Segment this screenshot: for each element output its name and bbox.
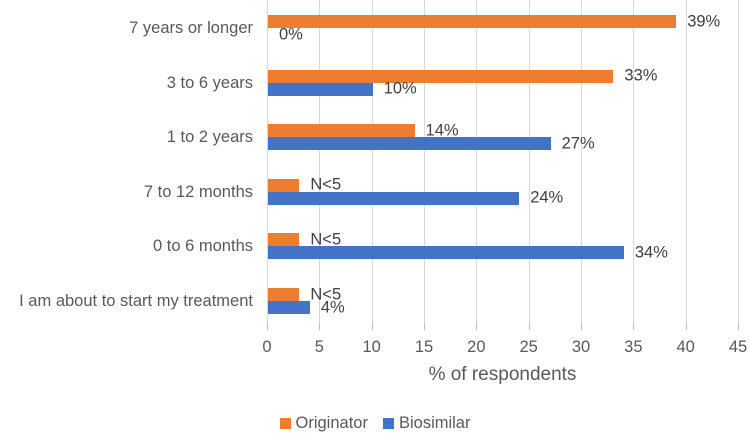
x-tick-label: 0 xyxy=(262,338,272,356)
x-axis-tick xyxy=(738,322,739,330)
legend-item-biosimilar: Biosimilar xyxy=(382,414,471,432)
x-tick-label: 40 xyxy=(676,338,695,356)
gridline xyxy=(581,0,582,322)
category-label: 3 to 6 years xyxy=(166,73,253,92)
bar-biosimilar xyxy=(268,191,520,205)
value-label-originator: 33% xyxy=(624,66,658,85)
legend: Originator Biosimilar xyxy=(0,415,750,432)
category-label: 1 to 2 years xyxy=(166,128,253,147)
value-label-originator: N<5 xyxy=(310,230,342,249)
category-label: 0 to 6 months xyxy=(153,237,253,256)
x-axis-tick xyxy=(528,322,530,330)
category-label: I am about to start my treatment xyxy=(19,292,253,310)
gridline xyxy=(371,0,373,322)
gridline xyxy=(267,0,268,322)
value-label-biosimilar: 27% xyxy=(561,134,595,153)
x-axis-tick xyxy=(633,322,635,330)
category-label: 7 to 12 months xyxy=(143,182,253,201)
bar-biosimilar xyxy=(268,301,310,314)
gridline xyxy=(738,0,739,322)
x-tick-label: 35 xyxy=(624,338,643,356)
x-tick-label: 45 xyxy=(728,338,748,356)
gridline xyxy=(424,0,425,322)
gridline xyxy=(319,0,321,322)
bar-originator xyxy=(268,288,300,301)
value-label-originator: 14% xyxy=(425,121,459,140)
x-axis-tick xyxy=(581,322,582,330)
x-axis-tick xyxy=(685,322,687,330)
category-label: 7 years or longer xyxy=(129,19,253,37)
gridline xyxy=(476,0,478,322)
value-label-originator: N<5 xyxy=(310,285,342,303)
value-label-biosimilar: 0% xyxy=(279,25,303,43)
x-tick-label: 30 xyxy=(571,338,591,356)
x-axis-tick xyxy=(424,322,425,330)
legend-swatch-icon xyxy=(382,418,394,429)
x-tick-label: 15 xyxy=(414,338,434,356)
x-axis-tick xyxy=(476,322,478,330)
x-axis-tick xyxy=(267,322,268,330)
legend-label: Biosimilar xyxy=(398,414,471,432)
bar-originator xyxy=(268,178,300,192)
x-axis-tick xyxy=(319,322,321,330)
x-tick-label: 5 xyxy=(314,338,324,356)
bar-originator xyxy=(268,233,300,247)
bar-biosimilar xyxy=(268,246,624,260)
bar-originator xyxy=(268,69,614,83)
value-label-originator: N<5 xyxy=(310,175,342,194)
bar-biosimilar xyxy=(268,137,551,151)
legend-item-originator: Originator xyxy=(279,414,368,432)
x-tick-label: 10 xyxy=(362,338,381,356)
bar-biosimilar xyxy=(268,82,373,96)
value-label-biosimilar: 4% xyxy=(320,298,345,316)
x-tick-label: 25 xyxy=(519,338,538,356)
gridline xyxy=(528,0,530,322)
x-axis-title: % of respondents xyxy=(428,364,577,385)
gridline xyxy=(633,0,635,322)
gridline xyxy=(685,0,687,322)
bar-originator xyxy=(268,15,677,28)
value-label-biosimilar: 10% xyxy=(383,79,417,98)
legend-swatch-icon xyxy=(279,418,291,429)
x-axis-tick xyxy=(371,322,373,330)
legend-label: Originator xyxy=(295,414,368,432)
bar-originator xyxy=(268,124,415,138)
x-tick-label: 20 xyxy=(467,338,486,356)
value-label-biosimilar: 34% xyxy=(634,243,668,262)
value-label-originator: 39% xyxy=(687,12,721,30)
value-label-biosimilar: 24% xyxy=(530,188,564,207)
